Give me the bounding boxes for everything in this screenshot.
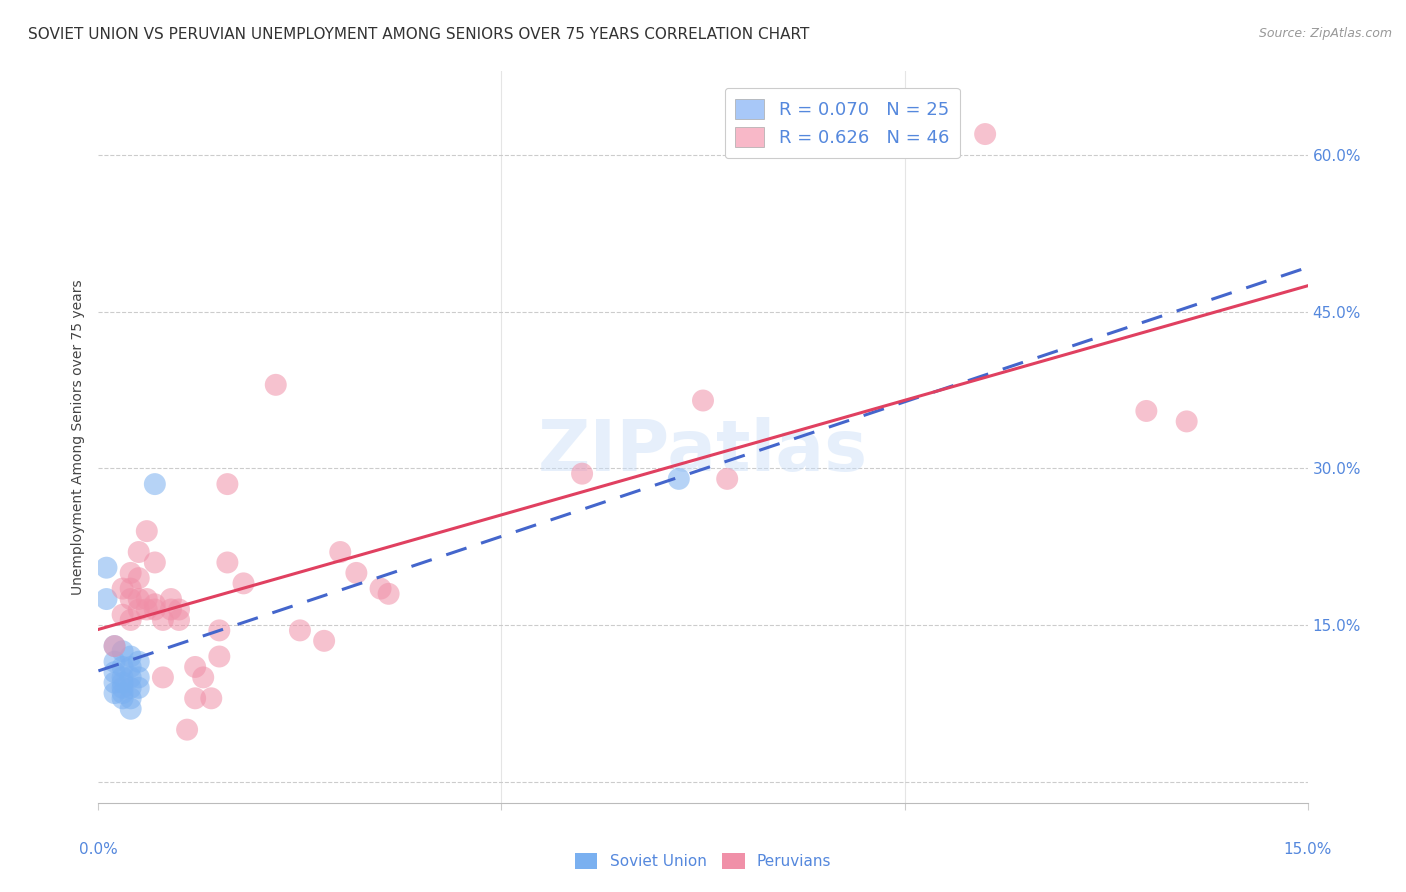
Point — [120, 670, 142, 684]
Point — [120, 691, 142, 706]
Point — [208, 624, 231, 638]
Point — [103, 639, 125, 653]
Point — [103, 675, 125, 690]
Point — [120, 582, 142, 596]
Point — [264, 377, 287, 392]
Point — [103, 639, 125, 653]
Point — [120, 649, 142, 664]
Legend: Soviet Union, Peruvians: Soviet Union, Peruvians — [568, 847, 838, 875]
Point — [217, 477, 239, 491]
Point — [176, 723, 198, 737]
Point — [314, 633, 336, 648]
Point — [143, 556, 166, 570]
Point — [167, 602, 190, 616]
Point — [152, 613, 174, 627]
Point — [370, 582, 392, 596]
Point — [1175, 414, 1198, 428]
Point — [96, 560, 118, 574]
Point — [152, 670, 174, 684]
Point — [111, 582, 134, 596]
Point — [377, 587, 399, 601]
Point — [692, 393, 714, 408]
Point — [200, 691, 222, 706]
Point — [128, 681, 150, 695]
Point — [193, 670, 215, 684]
Point — [111, 691, 134, 706]
Point — [96, 592, 118, 607]
Point — [120, 660, 142, 674]
Point — [103, 686, 125, 700]
Point — [716, 472, 738, 486]
Y-axis label: Unemployment Among Seniors over 75 years: Unemployment Among Seniors over 75 years — [72, 279, 86, 595]
Point — [184, 691, 207, 706]
Point — [184, 660, 207, 674]
Point — [329, 545, 352, 559]
Point — [217, 556, 239, 570]
Legend: R = 0.070   N = 25, R = 0.626   N = 46: R = 0.070 N = 25, R = 0.626 N = 46 — [724, 87, 960, 158]
Point — [128, 545, 150, 559]
Point — [111, 660, 134, 674]
Point — [1135, 404, 1157, 418]
Point — [111, 607, 134, 622]
Point — [167, 613, 190, 627]
Point — [128, 571, 150, 585]
Point — [120, 613, 142, 627]
Point — [111, 686, 134, 700]
Point — [111, 644, 134, 658]
Point — [111, 675, 134, 690]
Point — [288, 624, 311, 638]
Point — [232, 576, 254, 591]
Text: Source: ZipAtlas.com: Source: ZipAtlas.com — [1258, 27, 1392, 40]
Point — [160, 602, 183, 616]
Point — [128, 592, 150, 607]
Text: ZIPatlas: ZIPatlas — [538, 417, 868, 486]
Point — [143, 477, 166, 491]
Point — [143, 602, 166, 616]
Text: 0.0%: 0.0% — [79, 842, 118, 856]
Point — [143, 597, 166, 611]
Point — [135, 592, 157, 607]
Text: 15.0%: 15.0% — [1284, 842, 1331, 856]
Point — [120, 702, 142, 716]
Point — [111, 670, 134, 684]
Point — [120, 592, 142, 607]
Point — [668, 472, 690, 486]
Point — [974, 127, 997, 141]
Point — [111, 681, 134, 695]
Point — [128, 602, 150, 616]
Point — [135, 524, 157, 538]
Point — [103, 655, 125, 669]
Point — [128, 655, 150, 669]
Point — [208, 649, 231, 664]
Point — [103, 665, 125, 680]
Point — [120, 681, 142, 695]
Point — [135, 602, 157, 616]
Point — [571, 467, 593, 481]
Text: SOVIET UNION VS PERUVIAN UNEMPLOYMENT AMONG SENIORS OVER 75 YEARS CORRELATION CH: SOVIET UNION VS PERUVIAN UNEMPLOYMENT AM… — [28, 27, 810, 42]
Point — [160, 592, 183, 607]
Point — [344, 566, 367, 580]
Point — [128, 670, 150, 684]
Point — [120, 566, 142, 580]
